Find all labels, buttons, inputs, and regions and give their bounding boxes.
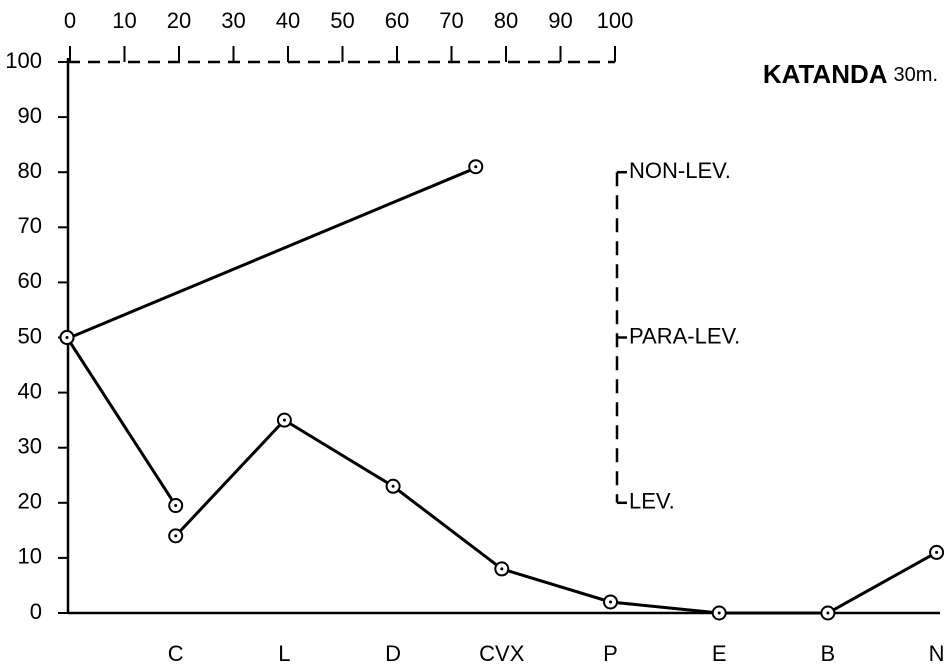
y-tick-label: 60 [18,268,42,293]
top-tick-label: 40 [276,8,300,33]
x-tick-label: E [712,641,727,666]
top-tick-label: 50 [330,8,354,33]
series-line [174,418,938,615]
annotation: NON-LEV. [629,158,731,183]
y-tick-label: 10 [18,544,42,569]
top-tick-label: 90 [548,8,572,33]
data-point-dot [65,336,69,339]
top-tick-label: 0 [64,8,76,33]
chart-subtitle: 30m. [894,64,938,86]
y-tick-label: 0 [30,599,42,624]
top-tick-label: 80 [494,8,518,33]
top-tick-label: 100 [597,8,634,33]
y-tick-label: 90 [18,103,42,128]
x-tick-label: P [603,641,618,666]
chart-title-group: KATANDA 30m. [763,59,938,89]
data-point-dot [282,418,286,422]
top-tick-label: 30 [221,8,245,33]
top-tick-label: 60 [385,8,409,33]
annotation: LEV. [629,489,675,514]
chart-title: KATANDA [763,59,888,89]
x-tick-label: L [278,641,290,666]
top-series-line [69,165,480,339]
y-tick-label: 30 [18,434,42,459]
data-point-dot [826,611,830,615]
x-tick-label: N [929,641,945,666]
y-tick-label: 20 [18,489,42,514]
data-point-dot [935,550,939,554]
data-point-dot [174,534,178,538]
data-point-dot [500,567,504,571]
top-tick-label: 20 [167,8,191,33]
series-line [65,336,177,507]
data-point-dot [717,611,721,615]
top-tick-label: 70 [439,8,463,33]
data-point-dot [391,484,395,488]
data-point-dot [174,504,178,508]
top-tick-label: 10 [112,8,136,33]
x-tick-label: C [168,641,184,666]
y-tick-label: 50 [18,323,42,348]
data-point-dot [474,165,478,169]
y-tick-label: 70 [18,213,42,238]
x-tick-label: CVX [479,641,525,666]
y-tick-label: 100 [5,48,42,73]
x-tick-label: D [385,641,401,666]
x-tick-label: B [821,641,836,666]
y-tick-label: 40 [18,378,42,403]
annotation: PARA-LEV. [629,323,740,348]
data-point-dot [609,600,612,604]
y-tick-label: 80 [18,158,42,183]
